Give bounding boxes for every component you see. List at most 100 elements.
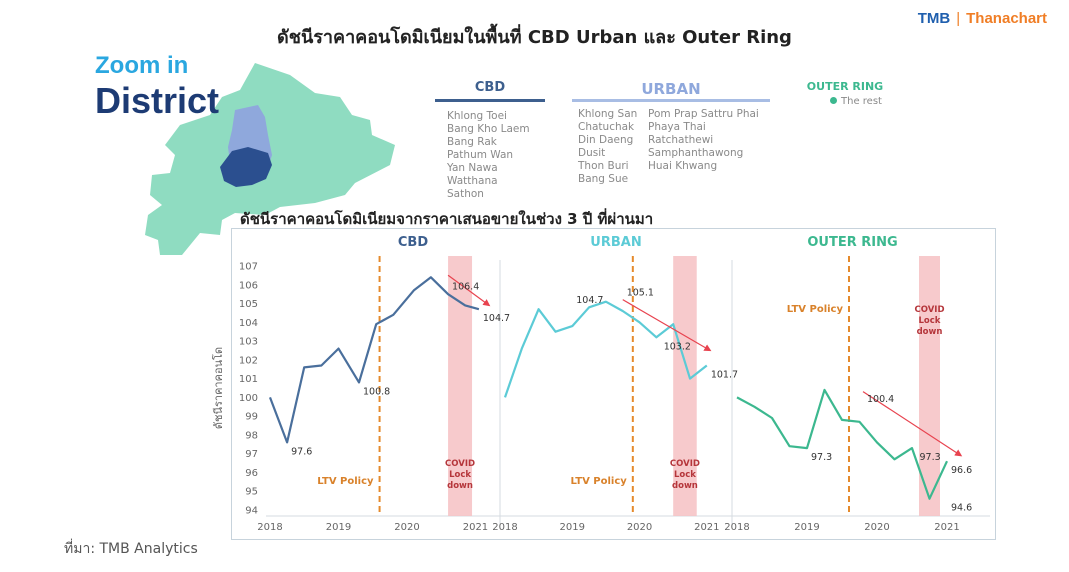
y-tick-label: 100 — [239, 393, 258, 404]
ltv-policy-label: LTV Policy — [571, 476, 628, 487]
x-tick-label: 2018 — [492, 522, 517, 533]
cbd-district-list: Khlong Toei Bang Kho Laem Bang Rak Pathu… — [447, 110, 530, 201]
list-item: Sathon — [447, 188, 484, 200]
covid-lockdown-band — [448, 256, 473, 516]
logo-thanachart: Thanachart — [966, 10, 1047, 27]
ltv-policy-label: LTV Policy — [787, 304, 844, 315]
trend-arrow — [862, 391, 963, 457]
logo-tmb: TMB — [917, 10, 951, 27]
list-item: Ratchathewi — [648, 134, 714, 146]
x-tick-label: 2021 — [463, 522, 488, 533]
covid-label: COVID — [914, 305, 944, 315]
x-tick-label: 2020 — [394, 522, 419, 533]
trend-arrow — [622, 299, 712, 352]
source-note: ที่มา: TMB Analytics — [64, 541, 198, 557]
covid-label: Lock — [919, 316, 941, 326]
y-tick-label: 97 — [245, 449, 258, 460]
data-label: 96.6 — [951, 465, 972, 476]
cbd-header: CBD — [474, 80, 506, 95]
y-tick-label: 95 — [245, 487, 258, 498]
data-label: 94.6 — [951, 503, 972, 514]
series-line — [736, 388, 948, 500]
outer-ring-legend: The rest — [841, 96, 882, 107]
x-tick-label: 2020 — [864, 522, 889, 533]
data-label: 100.4 — [867, 394, 894, 405]
list-item: Khlong Toei — [447, 110, 507, 122]
data-label: 103.2 — [664, 341, 691, 352]
urban-header: URBAN — [641, 80, 701, 98]
outer-ring-dot-icon — [830, 97, 837, 104]
y-tick-label: 107 — [239, 262, 258, 273]
data-label: 97.6 — [291, 446, 312, 457]
x-tick-label: 2021 — [694, 522, 719, 533]
list-item: Yan Nawa — [447, 162, 498, 174]
covid-label: COVID — [670, 459, 700, 469]
y-axis-label: ดัชนีราคาคอนโด — [211, 347, 225, 429]
data-label: 105.1 — [627, 288, 654, 299]
data-label: 100.8 — [363, 386, 390, 397]
list-item: Phaya Thai — [648, 121, 706, 133]
series-line — [268, 276, 480, 444]
index-chart: ดัชนีราคาคอนโด 94 95 96 97 98 99 100 101 102 103 10… — [211, 235, 990, 533]
list-item: Bang Sue — [578, 173, 629, 185]
x-tick-label: 2020 — [627, 522, 652, 533]
covid-label: Lock — [449, 470, 471, 480]
brand-logo: TMB | Thanachart — [918, 10, 1047, 27]
covid-lockdown-band — [673, 256, 697, 516]
y-tick-label: 94 — [245, 506, 258, 517]
list-item: Pom Prap Sattru Phai — [648, 108, 759, 120]
cbd-area — [220, 147, 272, 187]
trend-arrow — [447, 274, 491, 307]
panel-title: CBD — [398, 235, 428, 250]
y-tick-label: 96 — [245, 468, 258, 479]
outer-ring-header: OUTER RING — [806, 80, 884, 93]
y-tick-label: 99 — [245, 412, 258, 423]
y-tick-label: 98 — [245, 430, 258, 441]
urban-underline — [572, 99, 770, 102]
logo-separator: | — [956, 10, 961, 27]
list-item: Khlong San — [578, 108, 638, 120]
x-tick-label: 2018 — [257, 522, 282, 533]
x-tick-label: 2021 — [934, 522, 959, 533]
list-item: Huai Khwang — [648, 160, 718, 172]
page-title: ดัชนีราคาคอนโดมิเนียมในพื้นที่ CBD Urban… — [277, 27, 792, 48]
data-label: 104.7 — [483, 313, 510, 324]
urban-district-list-1: Khlong San Chatuchak Din Daeng Dusit Tho… — [578, 108, 637, 186]
data-label: 97.3 — [920, 452, 941, 463]
x-tick-label: 2019 — [560, 522, 585, 533]
covid-label: Lock — [674, 470, 696, 480]
y-tick-label: 105 — [239, 299, 258, 310]
series-line — [503, 300, 708, 398]
x-tick-label: 2018 — [724, 522, 749, 533]
x-tick-label: 2019 — [326, 522, 351, 533]
data-label: 97.3 — [811, 452, 832, 463]
urban-district-list-2: Pom Prap Sattru Phai Phaya Thai Ratchath… — [648, 108, 759, 173]
y-tick-label: 101 — [239, 374, 258, 385]
list-item: Pathum Wan — [447, 149, 514, 161]
data-label: 104.7 — [576, 295, 603, 306]
list-item: Din Daeng — [578, 134, 634, 146]
list-item: Thon Buri — [578, 160, 629, 172]
panel-title: OUTER RING — [807, 235, 897, 250]
covid-lockdown-band — [919, 256, 940, 516]
chart-frame — [231, 228, 996, 540]
list-item: Samphanthawong — [648, 147, 744, 159]
zoom-in-label: Zoom in — [95, 52, 189, 79]
covid-label: down — [917, 327, 943, 337]
list-item: Watthana — [447, 175, 498, 187]
panel-title: URBAN — [590, 235, 641, 250]
list-item: Bang Rak — [447, 136, 497, 148]
list-item: Dusit — [578, 147, 606, 159]
y-tick-label: 106 — [239, 280, 258, 291]
x-tick-label: 2019 — [794, 522, 819, 533]
data-label: 106.4 — [452, 281, 479, 292]
list-item: Chatuchak — [578, 121, 635, 133]
chart-title: ดัชนีราคาคอนโดมิเนียมจากราคาเสนอขายในช่ว… — [240, 210, 654, 228]
district-label: District — [95, 80, 220, 121]
cbd-underline — [435, 99, 545, 102]
ltv-policy-label: LTV Policy — [317, 476, 374, 487]
y-tick-label: 103 — [239, 337, 258, 348]
y-tick-label: 104 — [239, 318, 258, 329]
covid-label: down — [672, 481, 698, 491]
covid-label: down — [447, 481, 473, 491]
